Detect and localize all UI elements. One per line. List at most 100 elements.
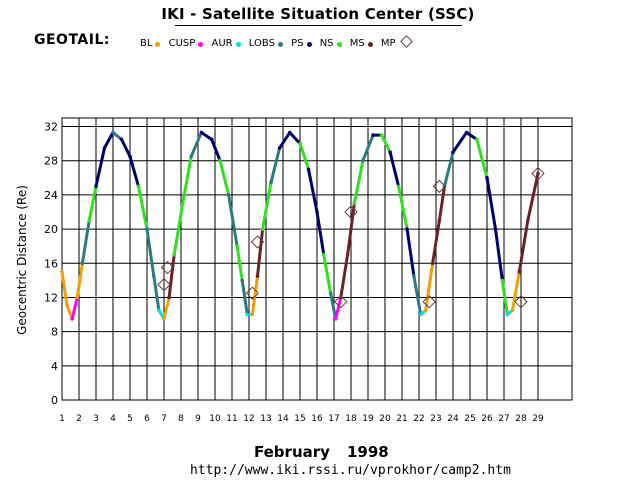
orbit-point bbox=[517, 270, 522, 274]
orbit-point bbox=[152, 274, 156, 278]
x-axis-ticks: 1 2 3 4 5 6 7 8 9 10 11 12 13 14 15 16 17 18 19 20 21 22 23 24 2… bbox=[59, 414, 544, 424]
x-tick-label: 20 bbox=[379, 414, 391, 424]
x-tick-label: 17 bbox=[328, 414, 339, 424]
y-tick-label: 4 bbox=[51, 360, 58, 373]
orbit-segment bbox=[475, 137, 489, 180]
orbit-point bbox=[260, 227, 265, 231]
legend-item-ms: MS bbox=[350, 38, 373, 49]
orbit-segment bbox=[485, 176, 497, 231]
orbit-point bbox=[405, 227, 409, 231]
title-underline bbox=[175, 25, 462, 26]
x-tick-label: 8 bbox=[178, 414, 184, 424]
orbit-segment bbox=[261, 180, 273, 231]
orbit-point bbox=[396, 184, 401, 189]
orbit-point bbox=[250, 312, 255, 317]
mp-crossing-marker bbox=[514, 295, 528, 309]
x-tick-label: 29 bbox=[532, 414, 544, 424]
orbit-segment bbox=[80, 219, 91, 265]
orbit-segment bbox=[511, 270, 521, 312]
orbit-point bbox=[226, 193, 231, 197]
x-tick-label: 15 bbox=[294, 414, 305, 424]
orbit-segment bbox=[152, 274, 161, 312]
legend-item-aur: AUR bbox=[212, 38, 241, 49]
orbit-point bbox=[424, 308, 428, 313]
orbit-segment bbox=[451, 131, 469, 154]
legend-label: AUR bbox=[211, 37, 233, 49]
x-tick-label: 7 bbox=[161, 414, 167, 424]
orbit-point bbox=[80, 261, 85, 266]
legend-item-lobs: LOBS bbox=[249, 38, 283, 49]
orbit-point bbox=[510, 308, 515, 313]
orbit-segment bbox=[120, 137, 132, 158]
orbit-segment bbox=[278, 131, 292, 150]
orbit-segment bbox=[517, 219, 530, 274]
orbit-segment bbox=[443, 150, 455, 188]
x-tick-label: 13 bbox=[260, 414, 271, 424]
orbit-segment bbox=[162, 295, 171, 321]
orbit-segment bbox=[128, 154, 140, 188]
x-tick-label: 16 bbox=[311, 414, 323, 424]
orbit-point bbox=[333, 317, 338, 321]
orbit-point bbox=[119, 137, 124, 142]
orbit-segment bbox=[60, 270, 69, 308]
orbit-point bbox=[87, 218, 91, 223]
legend-label: MP bbox=[380, 38, 396, 49]
x-tick-label: 14 bbox=[277, 414, 289, 424]
legend-swatch bbox=[155, 41, 161, 47]
orbit-segment bbox=[189, 131, 203, 158]
orbit-point bbox=[418, 312, 423, 317]
orbit-point bbox=[102, 146, 107, 150]
orbit-segment bbox=[307, 167, 319, 214]
orbit-point bbox=[379, 133, 384, 137]
orbit-point bbox=[209, 137, 214, 142]
legend-item-bl: BL bbox=[140, 38, 161, 49]
legend-label: LOBS bbox=[248, 37, 275, 49]
orbit-point bbox=[60, 270, 64, 274]
magnetopause-crossings bbox=[157, 166, 545, 309]
legend-label: CUSP bbox=[168, 37, 196, 49]
orbit-segment bbox=[298, 142, 310, 171]
orbit-segment bbox=[103, 131, 115, 150]
orbit-point bbox=[298, 141, 302, 146]
orbit-point bbox=[371, 133, 375, 137]
orbit-point bbox=[75, 295, 80, 300]
orbit-segment bbox=[352, 159, 365, 205]
orbit-segment bbox=[388, 150, 401, 188]
mp-crossing-marker bbox=[157, 277, 171, 292]
orbit-segment bbox=[269, 146, 282, 184]
orbit-point bbox=[430, 261, 435, 266]
orbit-point bbox=[361, 158, 365, 163]
orbit-point bbox=[352, 201, 357, 206]
source-url[interactable]: http://www.iki.rssi.ru/vprokhor/camp2.ht… bbox=[190, 463, 511, 478]
orbit-point bbox=[277, 146, 282, 150]
orbit-segment bbox=[397, 184, 409, 231]
orbit-point bbox=[464, 130, 469, 135]
orbit-segment bbox=[235, 244, 244, 282]
x-tick-label: 10 bbox=[209, 414, 221, 424]
x-tick-label: 21 bbox=[396, 414, 407, 424]
orbit-series bbox=[60, 130, 540, 321]
orbit-point bbox=[328, 291, 333, 295]
orbit-point bbox=[526, 218, 530, 223]
legend-swatch bbox=[306, 41, 312, 47]
legend-label: NS bbox=[319, 37, 334, 49]
orbit-segment bbox=[137, 184, 149, 231]
orbit-series-5 bbox=[442, 130, 540, 317]
orbit-segment bbox=[199, 131, 214, 141]
orbit-point bbox=[162, 317, 166, 321]
orbit-segment bbox=[334, 295, 343, 321]
orbit-point bbox=[199, 130, 204, 135]
legend-swatch bbox=[198, 41, 204, 47]
page-title: IKI - Satellite Situation Center (SSC) bbox=[161, 5, 475, 23]
orbit-point bbox=[167, 295, 171, 300]
x-tick-label: 25 bbox=[464, 414, 475, 424]
x-tick-label: 19 bbox=[362, 414, 374, 424]
orbit-point bbox=[475, 137, 479, 142]
satellite-label: GEOTAIL: bbox=[34, 32, 110, 48]
orbit-segment bbox=[329, 291, 338, 321]
x-tick-label: 28 bbox=[515, 414, 527, 424]
orbit-point bbox=[442, 184, 447, 189]
orbit-segment bbox=[339, 253, 350, 299]
